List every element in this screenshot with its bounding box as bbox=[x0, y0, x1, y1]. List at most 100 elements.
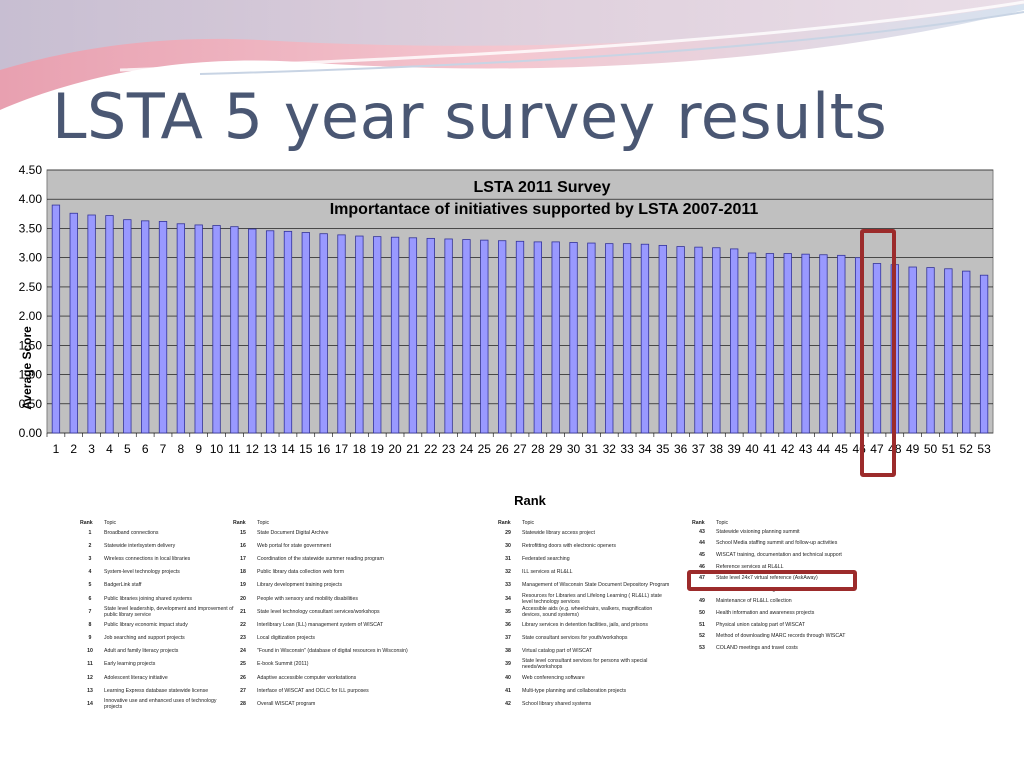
highlight-box-rank-47-row bbox=[687, 570, 857, 591]
x-tick-label: 18 bbox=[353, 442, 367, 456]
legend-rank: 4 bbox=[88, 569, 92, 576]
legend-topic: Adaptive accessible computer workstation… bbox=[257, 674, 357, 681]
legend-rank: 53 bbox=[699, 644, 705, 651]
legend-topic: State level 24x7 virtual reference (AskA… bbox=[716, 575, 818, 582]
y-axis-ticks: 0.00 0.50 1.00 1.50 2.00 2.50 3.00 3.50 4.00 4.50 bbox=[19, 163, 43, 440]
legend-rank: 29 bbox=[505, 529, 511, 536]
x-tick-label: 28 bbox=[531, 442, 545, 456]
bar-rank-24 bbox=[462, 239, 471, 434]
legend-rank: 42 bbox=[505, 701, 511, 708]
legend-rank: 26 bbox=[240, 674, 246, 681]
legend-row: 2 Statewide interlsystem delivery bbox=[78, 539, 236, 552]
x-tick-label: 32 bbox=[603, 442, 617, 456]
x-tick-label: 52 bbox=[960, 442, 974, 456]
legend-rank: 41 bbox=[505, 687, 511, 694]
bar-rank-23 bbox=[444, 238, 453, 434]
legend-row: 38 Virtual catalog part of WISCAT bbox=[496, 645, 674, 658]
bar-rank-10 bbox=[212, 225, 221, 434]
bar-rank-5 bbox=[123, 219, 132, 434]
legend-topic: "Found in Wisconsin" (database of digita… bbox=[257, 648, 408, 655]
y-tick-label: 1.50 bbox=[19, 338, 43, 352]
legend-topic: Coordination of the statewide summer rea… bbox=[257, 555, 384, 562]
x-tick-label: 36 bbox=[674, 442, 688, 456]
x-axis-label: Rank bbox=[514, 493, 547, 508]
legend-row: 17 Coordination of the statewide summer r… bbox=[231, 552, 474, 565]
bar-rank-32 bbox=[605, 243, 614, 434]
bar-rank-35 bbox=[658, 244, 667, 434]
legend-rank: 23 bbox=[240, 635, 246, 642]
legend-rank: 20 bbox=[240, 595, 246, 602]
legend-rank: 18 bbox=[240, 569, 246, 576]
legend-row: 52 Method of downloading MARC records thr… bbox=[690, 630, 878, 642]
bar-rank-28 bbox=[533, 241, 542, 434]
legend-row: 5 BadgerLink staff bbox=[78, 579, 236, 592]
bar-rank-12 bbox=[248, 228, 257, 434]
legend-topic: Adolescent literacy initiative bbox=[104, 674, 168, 681]
bar-rank-27 bbox=[515, 240, 525, 434]
x-tick-label: 2 bbox=[70, 442, 77, 456]
legend-topic: Wireless connections in local libraries bbox=[104, 555, 191, 562]
x-tick-label: 29 bbox=[549, 442, 563, 456]
x-tick-label: 25 bbox=[478, 442, 492, 456]
legend-topic: Statewide visioning planning summit bbox=[716, 528, 800, 535]
legend-row: 36 Library services in detention faciliti… bbox=[496, 618, 674, 631]
x-tick-label: 20 bbox=[388, 442, 402, 456]
legend-header-rank: Rank bbox=[692, 520, 705, 526]
legend-topic: Public library data collection web form bbox=[257, 569, 345, 576]
legend-topic: E-book Summit (2011) bbox=[257, 661, 309, 668]
bar-rank-34 bbox=[640, 243, 650, 434]
legend-topic: Interlibrary Loan (ILL) management syste… bbox=[257, 621, 384, 628]
legend-topic: State Document Digital Archive bbox=[257, 529, 329, 536]
legend-rank: 47 bbox=[699, 575, 705, 582]
legend-row: 20 People with sensory and mobility disab… bbox=[231, 592, 474, 605]
bar-rank-21 bbox=[408, 237, 418, 434]
bar-rank-11 bbox=[230, 226, 239, 434]
legend-topic: Local digitization projects bbox=[257, 635, 315, 642]
legend-column-1: Rank Topic 1 Broadband connections 2 Statewid… bbox=[78, 520, 236, 711]
bar-rank-40 bbox=[747, 252, 757, 434]
legend-rank: 11 bbox=[87, 661, 93, 668]
legend-column-3: Rank Topic 29 Statewide library access proj… bbox=[496, 520, 674, 711]
legend-rank: 14 bbox=[87, 701, 93, 708]
bar-rank-49 bbox=[908, 266, 917, 434]
bar-rank-14 bbox=[283, 230, 293, 434]
bar-rank-51 bbox=[944, 268, 953, 434]
legend-row: 4 System-level technology projects bbox=[78, 566, 236, 579]
x-tick-label: 21 bbox=[406, 442, 420, 456]
legend-rank: 45 bbox=[699, 551, 705, 558]
legend-rank: 24 bbox=[240, 648, 246, 655]
legend-row: 11 Early learning projects bbox=[78, 658, 236, 671]
legend-row: 30 Retrofitting doors with electronic ope… bbox=[496, 539, 674, 552]
legend-rank: 39 bbox=[505, 661, 511, 668]
legend-row: 31 Federated searching bbox=[496, 552, 674, 565]
legend-topic: School library shared systems bbox=[522, 701, 592, 708]
bar-rank-18 bbox=[355, 235, 364, 434]
legend-topic: Public libraries joining shared systems bbox=[104, 595, 192, 602]
legend-row: 53 COLAND meetings and travel costs bbox=[690, 642, 878, 654]
legend-topic: Web portal for state government bbox=[257, 542, 332, 549]
legend-rank: 35 bbox=[505, 608, 511, 615]
x-tick-label: 19 bbox=[371, 442, 385, 456]
bar-rank-37 bbox=[694, 246, 703, 434]
legend-header-topic: Topic bbox=[257, 520, 270, 526]
bar-rank-25 bbox=[480, 239, 489, 434]
legend-row: 28 Overall WISCAT program bbox=[231, 697, 474, 710]
x-tick-label: 13 bbox=[263, 442, 277, 456]
legend-topic: Overall WISCAT program bbox=[257, 701, 316, 708]
legend-row: 22 Interlibrary Loan (ILL) management sys… bbox=[231, 618, 474, 631]
bar-rank-17 bbox=[337, 234, 346, 434]
legend-topic: BadgerLink staff bbox=[104, 582, 142, 589]
legend-rank: 28 bbox=[240, 701, 246, 708]
x-tick-label: 50 bbox=[924, 442, 938, 456]
legend-rank: 43 bbox=[699, 528, 705, 535]
legend-topic: State consultant services for youth/work… bbox=[522, 635, 628, 642]
x-tick-label: 33 bbox=[620, 442, 634, 456]
x-tick-label: 38 bbox=[710, 442, 724, 456]
legend-header-topic: Topic bbox=[104, 520, 117, 526]
x-tick-label: 31 bbox=[585, 442, 599, 456]
bar-rank-47 bbox=[872, 263, 882, 434]
legend-header-topic: Topic bbox=[522, 520, 535, 526]
legend-row: 29 Statewide library access project bbox=[496, 526, 674, 539]
legend-row: 43 Statewide visioning planning summit bbox=[690, 526, 878, 538]
legend-row: 34 Resources for Libraries and Lifelong L… bbox=[496, 592, 674, 605]
